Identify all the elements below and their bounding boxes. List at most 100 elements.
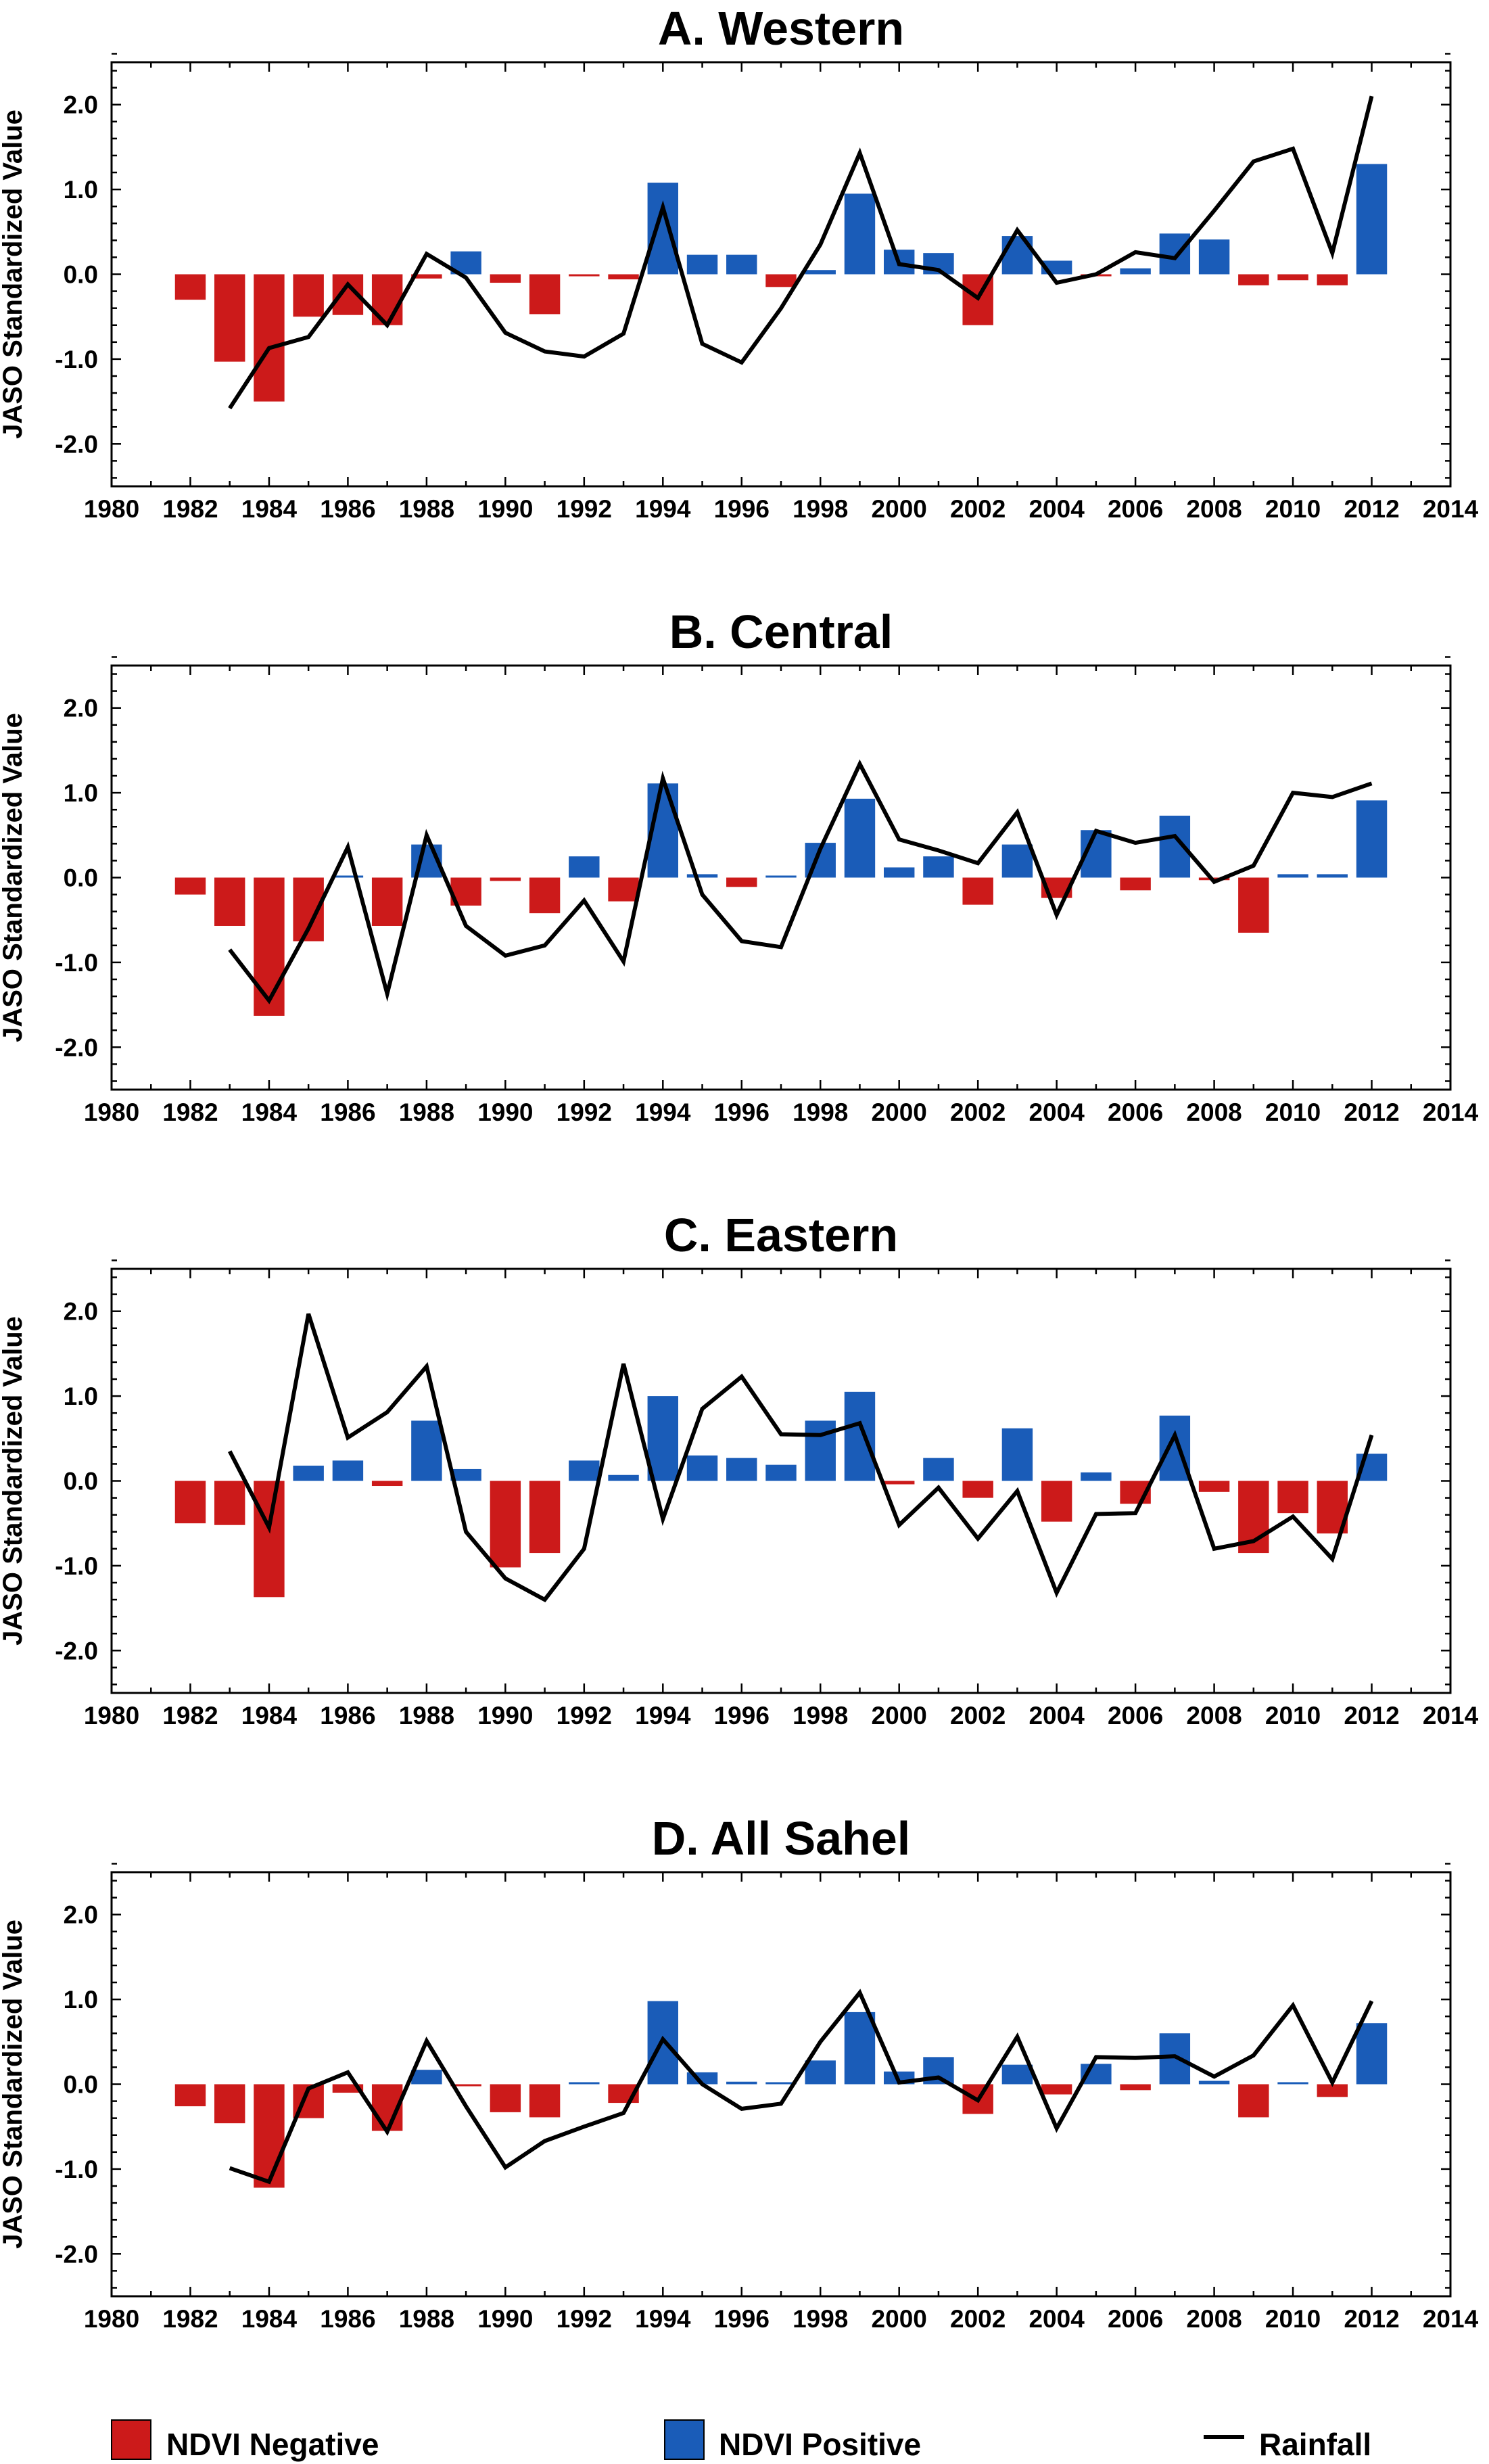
chart-1-x-tick-label-1986: 1986 [320, 1098, 375, 1126]
chart-2-bar-1994 [647, 1396, 679, 1481]
chart-3-y-tick-label-0: 2.0 [64, 1901, 98, 1929]
chart-2-bar-1993 [608, 1474, 639, 1481]
chart-3-bar-1984 [254, 2084, 285, 2188]
chart-1-bar-1987 [371, 877, 403, 926]
chart-3-bar-2009 [1238, 2084, 1269, 2118]
chart-0-y-tick-label-3: -1.0 [55, 346, 98, 373]
chart-2-bar-1996 [726, 1458, 757, 1481]
chart-3-x-tick-label-2002: 2002 [950, 2305, 1006, 2333]
chart-0-bar-2007 [1159, 233, 1191, 275]
chart-3-x-tick-label-1980: 1980 [84, 2305, 139, 2333]
chart-1-bar-2000 [883, 867, 915, 878]
chart-2-x-tick-label-1998: 1998 [793, 1702, 848, 1729]
chart-3-y-tick-label-2: 0.0 [64, 2071, 98, 2099]
chart-3-bar-1991 [529, 2084, 561, 2118]
chart-3-bar-2011 [1317, 2084, 1348, 2097]
chart-3-x-tick-label-2000: 2000 [872, 2305, 927, 2333]
chart-1-bar-1982 [174, 877, 206, 895]
chart-1-y-tick-label-2: 0.0 [64, 864, 98, 892]
chart-1-bar-1993 [608, 877, 639, 902]
chart-3-bar-1982 [174, 2084, 206, 2107]
chart-2-x-tick-label-1994: 1994 [635, 1702, 691, 1729]
chart-3-x-tick-label-2012: 2012 [1344, 2305, 1399, 2333]
chart-0-bar-1998 [805, 270, 836, 275]
chart-2-x-tick-label-1984: 1984 [241, 1702, 298, 1729]
chart-3-bar-1983 [214, 2084, 245, 2124]
chart-2-bar-2010 [1277, 1481, 1308, 1514]
chart-1-x-tick-label-2000: 2000 [872, 1098, 927, 1126]
chart-2-y-tick-label-2: 0.0 [64, 1468, 98, 1495]
chart-2-bar-2001 [923, 1458, 954, 1481]
chart-2-bar-1988 [411, 1420, 442, 1481]
chart-3-panel: D. All Sahel JASO Standardized Value 1980 1… [0, 1812, 1479, 2333]
chart-2-x-tick-label-2000: 2000 [872, 1702, 927, 1729]
chart-2-x-tick-label-1990: 1990 [477, 1702, 533, 1729]
chart-3-title: D. All Sahel [652, 1812, 911, 1865]
chart-1-bar-2001 [923, 856, 954, 878]
chart-3-x-tick-label-1986: 1986 [320, 2305, 375, 2333]
chart-0-bar-1997 [765, 274, 797, 287]
chart-3-bar-1996 [726, 2081, 757, 2085]
legend-positive-label: NDVI Positive [719, 2427, 921, 2462]
chart-2-bar-1985 [293, 1465, 324, 1481]
chart-2-y-axis-label: JASO Standardized Value [0, 1316, 28, 1646]
chart-1-bar-1992 [569, 856, 600, 878]
chart-1-rainfall-line [228, 759, 1373, 1004]
chart-2-x-tick-label-2006: 2006 [1108, 1702, 1163, 1729]
chart-1-y-axis-label: JASO Standardized Value [0, 713, 28, 1042]
chart-3-y-axis-label: JASO Standardized Value [0, 1920, 28, 2249]
chart-1-y-tick-label-4: -2.0 [55, 1033, 98, 1061]
chart-1-bar-1990 [490, 877, 521, 881]
chart-1-panel: B. Central JASO Standardized Value 1980 198… [0, 605, 1479, 1126]
chart-1-bar-1983 [214, 877, 245, 926]
chart-1-x-tick-label-1982: 1982 [162, 1098, 218, 1126]
chart-2-y-tick-label-3: -1.0 [55, 1552, 98, 1580]
legend: NDVI Negative NDVI Positive Rainfall [111, 2419, 1371, 2462]
chart-0-bar-1991 [529, 274, 561, 315]
chart-3-bar-2004 [1041, 2084, 1072, 2095]
chart-3-x-tick-label-1984: 1984 [241, 2305, 298, 2333]
chart-2-x-tick-label-2008: 2008 [1186, 1702, 1242, 1729]
chart-2-bar-1984 [254, 1481, 285, 1598]
chart-0-x-tick-label-2008: 2008 [1186, 495, 1242, 523]
chart-1-x-tick-label-2010: 2010 [1265, 1098, 1321, 1126]
chart-2-bar-2000 [883, 1481, 915, 1485]
chart-3-x-tick-label-2010: 2010 [1265, 2305, 1321, 2333]
legend-positive-swatch [664, 2419, 705, 2460]
chart-3-bar-2007 [1159, 2033, 1191, 2085]
chart-3-bar-2012 [1356, 2023, 1388, 2085]
chart-3-bar-1992 [569, 2082, 600, 2085]
chart-0-bar-2008 [1198, 239, 1230, 275]
chart-2-bar-1992 [569, 1460, 600, 1481]
chart-0-y-tick-label-1: 1.0 [64, 176, 98, 204]
chart-0-x-tick-label-1988: 1988 [399, 495, 454, 523]
chart-1-title: B. Central [669, 605, 893, 658]
chart-0-x-tick-label-2010: 2010 [1265, 495, 1321, 523]
chart-0-bar-1992 [569, 274, 600, 277]
chart-3-bar-1988 [411, 2070, 442, 2085]
chart-0-bar-1987 [371, 274, 403, 325]
chart-2-x-tick-label-2002: 2002 [950, 1702, 1006, 1729]
chart-0-panel: A. Western JASO Standardized Value 1980 198… [0, 2, 1479, 523]
chart-1-bar-2006 [1120, 877, 1151, 891]
chart-1-bar-2009 [1238, 877, 1269, 933]
chart-0-bar-1984 [254, 274, 285, 402]
chart-1-bar-2003 [1001, 844, 1033, 878]
chart-1-x-tick-label-1998: 1998 [793, 1098, 848, 1126]
chart-2-x-tick-label-1992: 1992 [557, 1702, 612, 1729]
chart-1-bar-1991 [529, 877, 561, 914]
chart-1-bar-1984 [254, 877, 285, 1016]
chart-2-bar-1986 [332, 1460, 364, 1481]
chart-1-y-tick-label-1: 1.0 [64, 779, 98, 807]
chart-1-x-tick-label-1990: 1990 [477, 1098, 533, 1126]
chart-0-bar-2011 [1317, 274, 1348, 285]
chart-1-bar-2012 [1356, 800, 1388, 878]
chart-1-bar-2002 [962, 877, 993, 905]
chart-3-y-tick-label-1: 1.0 [64, 1986, 98, 2014]
chart-2-x-tick-label-1988: 1988 [399, 1702, 454, 1729]
chart-1-y-tick-label-0: 2.0 [64, 695, 98, 722]
chart-3-bar-1990 [490, 2084, 521, 2112]
chart-3-x-tick-label-1996: 1996 [714, 2305, 770, 2333]
chart-2-bar-2008 [1198, 1481, 1230, 1492]
